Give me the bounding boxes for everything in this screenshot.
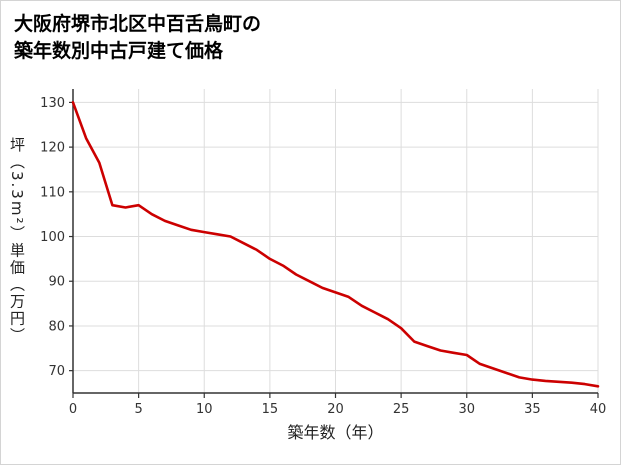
y-tick-label: 130 bbox=[40, 96, 65, 111]
x-tick-label: 15 bbox=[262, 402, 279, 417]
x-tick-label: 25 bbox=[393, 402, 410, 417]
y-tick-label: 80 bbox=[48, 319, 65, 334]
price-line bbox=[71, 101, 600, 388]
x-tick-label: 20 bbox=[327, 402, 344, 417]
chart-title: 大阪府堺市北区中百舌鳥町の 築年数別中古戸建て価格 bbox=[14, 11, 261, 64]
chart-title-line-2: 築年数別中古戸建て価格 bbox=[14, 39, 224, 62]
x-tick-label: 5 bbox=[134, 402, 142, 417]
x-tick-label: 40 bbox=[590, 402, 607, 417]
y-axis-label: 坪（3.3m²）単価（万円） bbox=[8, 137, 26, 345]
y-tick-label: 110 bbox=[40, 185, 65, 200]
x-tick-label: 0 bbox=[69, 402, 77, 417]
x-tick-label: 10 bbox=[196, 402, 213, 417]
y-tick-label: 90 bbox=[48, 275, 65, 290]
y-tick-label: 100 bbox=[40, 230, 65, 245]
y-tick-label: 120 bbox=[40, 141, 65, 156]
y-tick-label: 70 bbox=[48, 364, 65, 379]
chart-title-line-1: 大阪府堺市北区中百舌鳥町の bbox=[14, 13, 262, 35]
x-tick-label: 30 bbox=[458, 402, 475, 417]
x-tick-label: 35 bbox=[524, 402, 541, 417]
x-axis-label: 築年数（年） bbox=[287, 423, 384, 442]
